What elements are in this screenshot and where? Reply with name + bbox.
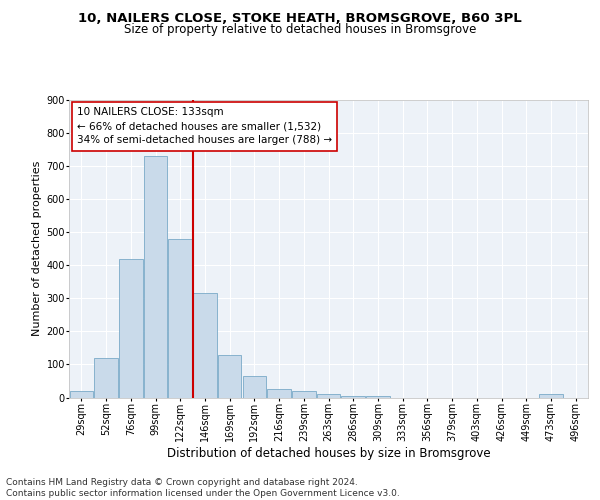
Bar [292, 391, 316, 398]
Bar [218, 354, 241, 398]
Text: 10 NAILERS CLOSE: 133sqm
← 66% of detached houses are smaller (1,532)
34% of sem: 10 NAILERS CLOSE: 133sqm ← 66% of detach… [77, 108, 332, 146]
Text: Contains HM Land Registry data © Crown copyright and database right 2024.
Contai: Contains HM Land Registry data © Crown c… [6, 478, 400, 498]
Bar [94, 358, 118, 398]
Bar [119, 258, 143, 398]
X-axis label: Distribution of detached houses by size in Bromsgrove: Distribution of detached houses by size … [167, 446, 490, 460]
Bar [144, 156, 167, 398]
Bar [341, 396, 365, 398]
Bar [193, 294, 217, 398]
Bar [268, 389, 291, 398]
Y-axis label: Number of detached properties: Number of detached properties [32, 161, 42, 336]
Bar [539, 394, 563, 398]
Text: Size of property relative to detached houses in Bromsgrove: Size of property relative to detached ho… [124, 24, 476, 36]
Bar [70, 391, 93, 398]
Text: 10, NAILERS CLOSE, STOKE HEATH, BROMSGROVE, B60 3PL: 10, NAILERS CLOSE, STOKE HEATH, BROMSGRO… [78, 12, 522, 26]
Bar [242, 376, 266, 398]
Bar [366, 396, 389, 398]
Bar [317, 394, 340, 398]
Bar [169, 239, 192, 398]
